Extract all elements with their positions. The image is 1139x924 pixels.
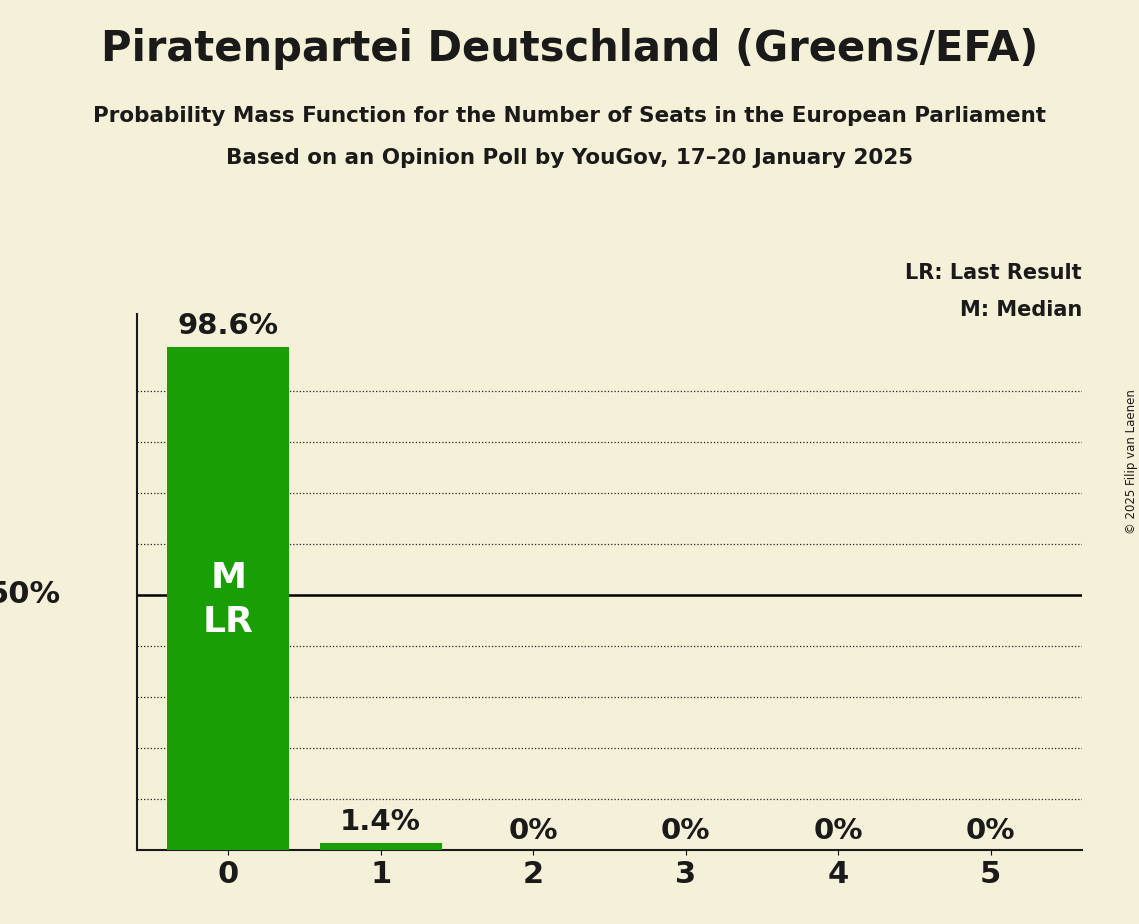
Text: M: Median: M: Median: [960, 300, 1082, 321]
Text: M
LR: M LR: [203, 561, 254, 639]
Text: 1.4%: 1.4%: [341, 808, 421, 836]
Text: LR: Last Result: LR: Last Result: [906, 263, 1082, 284]
Text: 98.6%: 98.6%: [178, 312, 279, 340]
Text: 50%: 50%: [0, 580, 62, 610]
Text: 0%: 0%: [966, 817, 1015, 845]
Bar: [167, 346, 289, 850]
Text: Probability Mass Function for the Number of Seats in the European Parliament: Probability Mass Function for the Number…: [93, 106, 1046, 127]
Text: © 2025 Filip van Laenen: © 2025 Filip van Laenen: [1124, 390, 1138, 534]
Text: Piratenpartei Deutschland (Greens/EFA): Piratenpartei Deutschland (Greens/EFA): [101, 28, 1038, 69]
Text: 0%: 0%: [813, 817, 863, 845]
Text: 0%: 0%: [508, 817, 558, 845]
Bar: [320, 843, 442, 850]
Text: 0%: 0%: [661, 817, 711, 845]
Text: Based on an Opinion Poll by YouGov, 17–20 January 2025: Based on an Opinion Poll by YouGov, 17–2…: [226, 148, 913, 168]
